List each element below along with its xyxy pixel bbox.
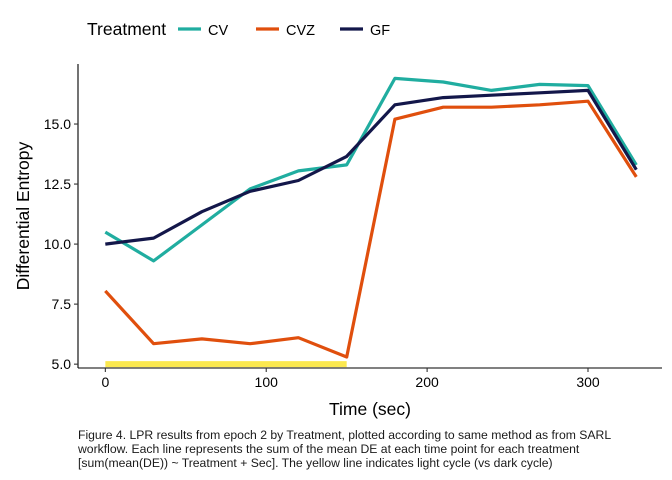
series-line-cvz [104, 99, 638, 359]
legend-label-gf: GF [370, 23, 390, 39]
y-tick-label: 15.0 [44, 116, 71, 132]
legend: Treatment CV CVZ GF [87, 19, 390, 39]
series-line-cv [104, 76, 638, 263]
x-tick-label: 100 [255, 374, 279, 390]
x-axis-label: Time (sec) [329, 399, 411, 419]
y-tick-label: 7.5 [52, 296, 72, 312]
caption-line: workflow. Each line represents the sum o… [78, 442, 580, 456]
y-tick-label: 10.0 [44, 236, 71, 252]
y-tick-label: 5.0 [52, 356, 72, 372]
x-tick-label: 300 [576, 374, 600, 390]
x-tick-label: 200 [415, 374, 439, 390]
caption-line: Figure 4. LPR results from epoch 2 by Tr… [78, 428, 612, 442]
series-line-gf [105, 88, 638, 246]
y-axis-label: Differential Entropy [13, 142, 33, 291]
figure-caption: Figure 4. LPR results from epoch 2 by Tr… [78, 428, 668, 470]
lpr-line-chart: Treatment CV CVZ GF 0 100 200 300 5.0 7.5 10.0 12… [13, 19, 662, 419]
y-tick-label: 12.5 [44, 176, 71, 192]
x-tick-label: 0 [101, 374, 109, 390]
caption-line: [sum(mean(DE)) ~ Treatment + Sec]. The y… [78, 456, 553, 470]
legend-label-cv: CV [208, 23, 228, 39]
legend-title: Treatment [87, 19, 166, 39]
legend-label-cvz: CVZ [286, 23, 315, 39]
